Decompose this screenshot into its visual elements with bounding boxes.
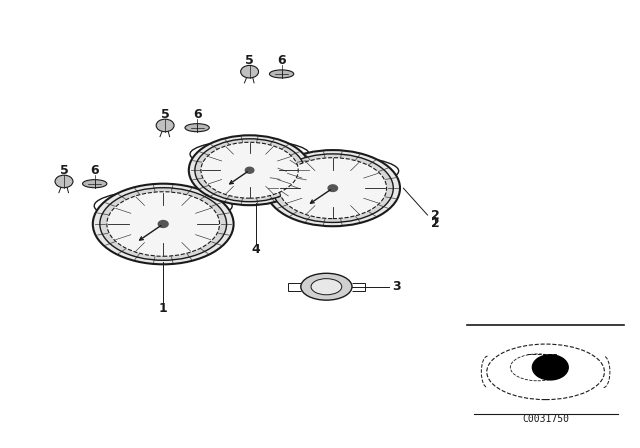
Circle shape xyxy=(532,355,568,380)
Circle shape xyxy=(156,119,174,132)
Text: 4: 4 xyxy=(252,243,260,257)
Text: 5: 5 xyxy=(161,108,170,121)
Ellipse shape xyxy=(107,192,220,256)
Text: 6: 6 xyxy=(277,54,286,67)
Ellipse shape xyxy=(266,150,400,226)
Circle shape xyxy=(245,167,254,173)
Text: 5: 5 xyxy=(60,164,68,177)
Ellipse shape xyxy=(93,184,234,264)
Circle shape xyxy=(241,65,259,78)
Circle shape xyxy=(55,175,73,188)
Ellipse shape xyxy=(311,279,342,295)
Text: 6: 6 xyxy=(90,164,99,177)
Ellipse shape xyxy=(83,180,107,188)
Circle shape xyxy=(328,185,337,191)
Text: C0031750: C0031750 xyxy=(522,414,569,424)
Ellipse shape xyxy=(269,70,294,78)
Text: 2: 2 xyxy=(431,208,440,222)
Ellipse shape xyxy=(273,154,393,223)
Ellipse shape xyxy=(100,188,227,260)
Ellipse shape xyxy=(201,142,298,198)
Text: 6: 6 xyxy=(193,108,202,121)
Text: 1: 1 xyxy=(159,302,168,315)
Ellipse shape xyxy=(185,124,209,132)
Ellipse shape xyxy=(195,139,305,202)
Ellipse shape xyxy=(279,158,387,219)
Text: 3: 3 xyxy=(392,280,401,293)
Ellipse shape xyxy=(189,135,310,205)
Text: 2: 2 xyxy=(431,216,440,230)
Text: 5: 5 xyxy=(245,54,254,67)
Ellipse shape xyxy=(301,273,352,300)
Circle shape xyxy=(158,220,168,228)
